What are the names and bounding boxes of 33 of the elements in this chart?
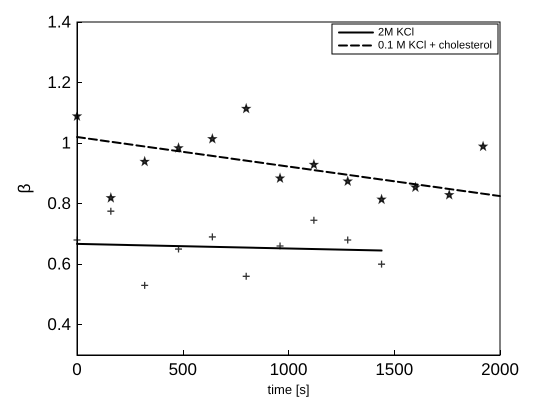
point: [377, 194, 386, 204]
point: [174, 143, 183, 152]
legend-label: 2M KCl: [378, 26, 414, 38]
y-tick-label: 0.4: [47, 315, 71, 334]
point: [242, 272, 250, 280]
point: [106, 193, 115, 202]
x-tick-label: 2000: [481, 360, 519, 379]
point: [276, 242, 284, 250]
point: [208, 232, 217, 242]
point: [344, 236, 352, 244]
x-tick-label: 500: [168, 360, 197, 379]
x-tick-label: 1000: [270, 360, 308, 379]
point: [344, 176, 352, 186]
legend-label: 0.1 M KCl + cholesterol: [378, 40, 492, 52]
x-axis-title: time [s]: [268, 382, 310, 397]
y-axis-title: β: [15, 183, 34, 194]
y-tick-label: 0.8: [47, 194, 71, 214]
point: [72, 236, 82, 244]
y-tick-label: 1.4: [47, 12, 71, 32]
y-tick-label: 1.2: [47, 73, 71, 92]
point: [411, 182, 420, 192]
point: [140, 281, 149, 290]
point: [377, 260, 386, 268]
point: [445, 190, 454, 199]
x-tick-label: 1500: [375, 360, 414, 379]
point: [310, 216, 318, 224]
point: [478, 142, 488, 150]
y-tick-label: 0.6: [47, 254, 71, 274]
point: [106, 207, 115, 216]
x-tick-label: 0: [72, 360, 82, 379]
y-tick-label: 1: [62, 134, 71, 153]
point: [208, 134, 217, 143]
point: [72, 112, 82, 120]
